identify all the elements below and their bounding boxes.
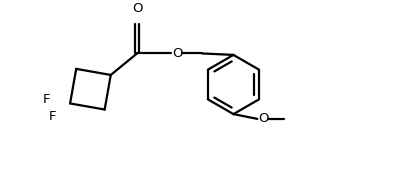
Text: O: O [131,2,142,15]
Text: O: O [171,47,182,60]
Text: F: F [49,110,56,123]
Text: O: O [258,112,268,125]
Text: F: F [43,93,50,106]
